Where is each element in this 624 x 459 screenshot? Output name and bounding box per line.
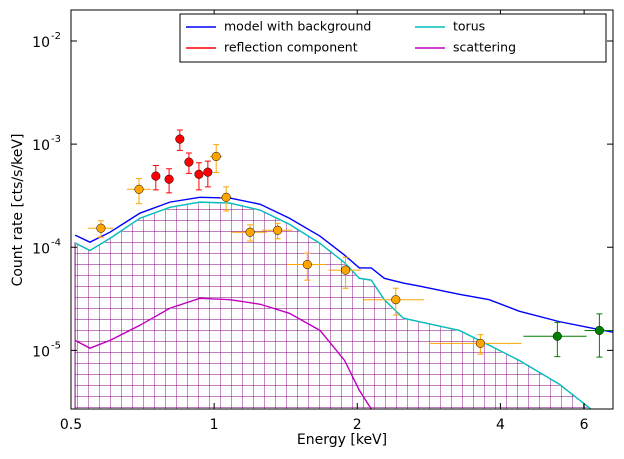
- data-point: [96, 223, 106, 233]
- data-point: [341, 265, 351, 275]
- data-point: [184, 157, 194, 167]
- tick-base: 10: [32, 138, 50, 154]
- data-point: [221, 192, 231, 202]
- y-axis-label: Count rate [cts/s/keV]: [10, 134, 26, 287]
- legend: model with background torus reflection com…: [179, 13, 607, 63]
- data-point: [391, 295, 401, 305]
- tick-exp: -4: [51, 237, 61, 248]
- data-point: [134, 184, 144, 194]
- y-tick-label: 10: [32, 241, 50, 257]
- data-point: [594, 325, 604, 336]
- tick-exp: -2: [51, 31, 61, 42]
- data-point: [164, 174, 174, 184]
- plot-frame: [70, 9, 614, 410]
- y-tick-label: 10: [32, 138, 50, 154]
- data-point: [175, 134, 185, 144]
- tick-exp: -5: [51, 340, 61, 351]
- model-line: [74, 297, 372, 409]
- x-tick-label: 4: [496, 417, 505, 433]
- y-tick-exponent: -3: [51, 134, 61, 145]
- legend-label: scattering: [453, 40, 516, 55]
- x-tick-label: 6: [580, 417, 589, 433]
- model-line: [74, 196, 613, 333]
- y-tick-label: 10: [32, 35, 50, 51]
- tick-base: 10: [32, 35, 50, 51]
- y-tick-label: 10: [32, 344, 50, 360]
- tick-base: 10: [32, 241, 50, 257]
- legend-label: torus: [453, 19, 485, 34]
- data-point: [151, 171, 161, 181]
- data-point: [203, 167, 213, 177]
- data-point: [475, 338, 485, 348]
- hatched-area: [74, 201, 592, 409]
- data-point: [552, 331, 562, 341]
- legend-label: reflection component: [224, 40, 358, 55]
- tick-exp: -3: [51, 134, 61, 145]
- data-point: [245, 227, 255, 237]
- data-point: [273, 225, 283, 235]
- y-tick-exponent: -4: [51, 237, 61, 248]
- legend-label: model with background: [224, 19, 371, 34]
- legend-box: [179, 13, 607, 63]
- data-point: [302, 259, 312, 270]
- x-tick-label: 1: [210, 417, 219, 433]
- y-error-bar: [596, 313, 603, 358]
- data-point: [211, 151, 221, 161]
- data-point: [194, 169, 204, 179]
- y-tick-exponent: -5: [51, 340, 61, 351]
- x-axis-label: Energy [keV]: [297, 432, 387, 448]
- x-tick-label: 0.5: [60, 417, 82, 433]
- y-tick-exponent: -2: [51, 31, 61, 42]
- tick-base: 10: [32, 344, 50, 360]
- plot-area: [74, 129, 613, 409]
- x-tick-label: 2: [353, 417, 362, 433]
